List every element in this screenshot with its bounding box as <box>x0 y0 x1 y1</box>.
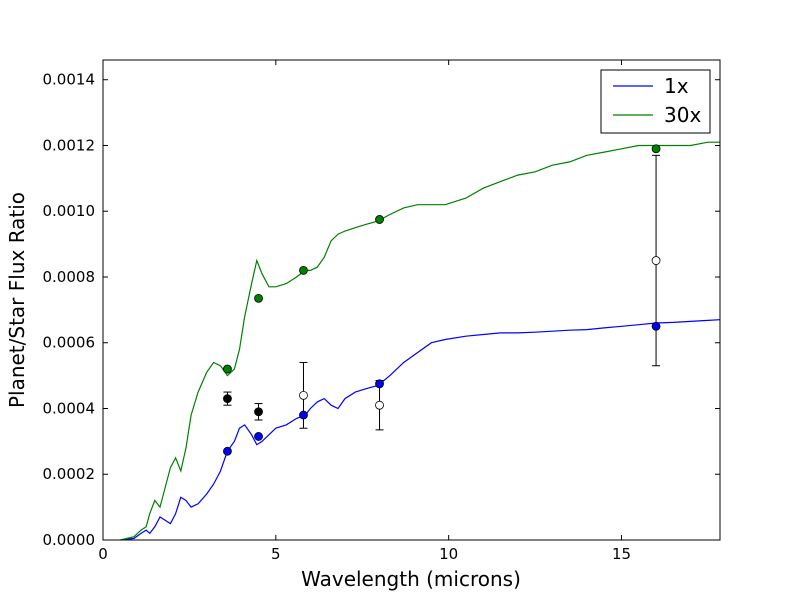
model-30x-point <box>254 293 263 303</box>
model-30x-point <box>651 144 661 154</box>
observed-filled-point <box>223 394 232 404</box>
model-30x-point <box>375 215 384 224</box>
model-30x-point <box>223 364 232 374</box>
y-tick-label: 0.0012 <box>43 136 96 154</box>
observed-open-point <box>375 400 384 410</box>
observed-open-point <box>299 390 308 400</box>
marker-layer <box>223 144 661 456</box>
x-tick-label: 10 <box>439 545 458 563</box>
x-tick-label: 0 <box>98 545 108 563</box>
plot-area <box>103 60 720 540</box>
model-1x-point <box>375 379 384 389</box>
y-tick-label: 0.0004 <box>43 399 96 417</box>
legend: 1x 30x <box>600 69 711 134</box>
legend-label-1x: 1x <box>664 74 689 98</box>
legend-box <box>600 69 711 134</box>
y-tick-label: 0.0008 <box>43 268 96 286</box>
series-line-1x <box>120 319 720 540</box>
y-tick-label: 0.0000 <box>43 531 96 549</box>
y-tick-label: 0.0006 <box>43 334 96 352</box>
x-tick-label: 15 <box>612 545 631 563</box>
series-line-30x <box>120 141 720 540</box>
tick-labels: 0 5 10 15 0.0000 0.0002 0.0004 0.0006 0.0008 0.00… <box>43 71 632 563</box>
y-tick-label: 0.0010 <box>43 202 96 220</box>
model-1x-point <box>223 446 232 456</box>
series-layer <box>120 141 720 540</box>
x-axis-label: Wavelength (microns) <box>301 567 521 591</box>
y-tick-label: 0.0014 <box>43 71 96 89</box>
y-axis-label: Planet/Star Flux Ratio <box>5 192 29 408</box>
model-1x-point <box>254 432 263 441</box>
y-tick-label: 0.0002 <box>43 465 96 483</box>
model-1x-point <box>651 321 661 331</box>
x-tick-label: 5 <box>271 545 281 563</box>
legend-label-30x: 30x <box>664 103 701 127</box>
model-30x-point <box>299 266 308 275</box>
model-1x-point <box>299 410 308 420</box>
observed-open-point <box>651 256 661 265</box>
observed-filled-point <box>254 407 263 417</box>
plot-frame <box>102 59 721 541</box>
